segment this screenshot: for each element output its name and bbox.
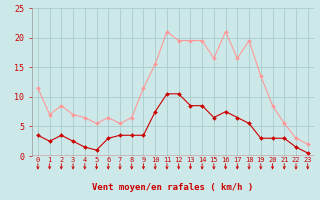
X-axis label: Vent moyen/en rafales ( km/h ): Vent moyen/en rafales ( km/h ) (92, 183, 253, 192)
